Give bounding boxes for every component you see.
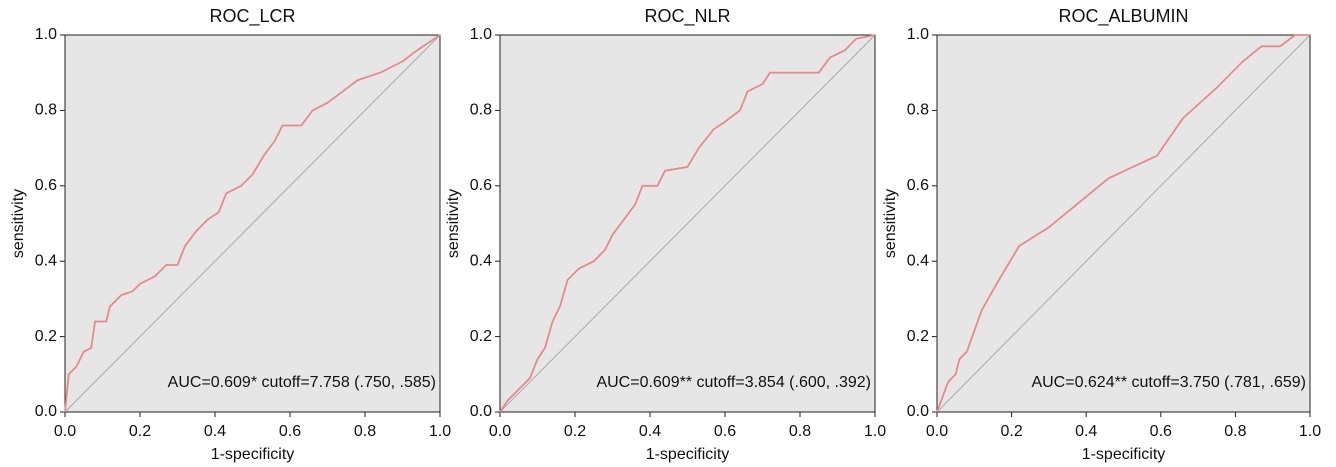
y-axis-label: sensitivity [882, 189, 899, 258]
x-tick-label: 0.4 [639, 423, 661, 440]
y-axis-label: sensitivity [10, 189, 27, 258]
chart-title: ROC_NLR [644, 6, 730, 27]
y-tick-label: 0.6 [470, 177, 492, 194]
x-tick-label: 0.8 [1224, 423, 1246, 440]
x-tick-label: 0.2 [1000, 423, 1022, 440]
y-tick-label: 0.2 [470, 328, 492, 345]
y-tick-label: 0.0 [35, 403, 57, 420]
roc-curve [936, 34, 1310, 413]
chart-title: ROC_ALBUMIN [1058, 6, 1188, 27]
x-tick-label: 0.6 [1150, 423, 1172, 440]
y-tick-label: 1.0 [35, 26, 57, 43]
x-tick-label: 0.6 [279, 423, 301, 440]
roc-curve [499, 34, 876, 413]
chart-title: ROC_LCR [209, 6, 295, 27]
annotation: AUC=0.609* cutoff=7.758 (.750, .585) [168, 374, 436, 391]
reference-line [499, 34, 876, 413]
y-tick-label: 0.8 [470, 102, 492, 119]
x-tick-label: 0.4 [1075, 423, 1097, 440]
x-tick-label: 0.8 [789, 423, 811, 440]
x-tick-label: 0.2 [129, 423, 151, 440]
y-tick-label: 0.0 [470, 403, 492, 420]
x-tick-label: 0.0 [54, 423, 76, 440]
x-tick-label: 0.4 [204, 423, 226, 440]
y-axis-label: sensitivity [445, 189, 462, 258]
x-tick-label: 0.0 [926, 423, 948, 440]
y-tick-label: 0.4 [35, 252, 57, 269]
y-tick-label: 0.2 [35, 328, 57, 345]
reference-line [936, 34, 1311, 413]
reference-line [64, 34, 441, 413]
x-tick-label: 0.6 [714, 423, 736, 440]
y-tick-label: 0.0 [907, 403, 929, 420]
y-tick-label: 0.2 [907, 328, 929, 345]
x-tick-label: 1.0 [429, 423, 451, 440]
x-tick-label: 0.2 [564, 423, 586, 440]
y-tick-label: 0.8 [907, 102, 929, 119]
x-tick-label: 1.0 [1299, 423, 1321, 440]
x-tick-label: 0.0 [489, 423, 511, 440]
roc-curve [64, 34, 441, 413]
y-tick-label: 0.8 [35, 102, 57, 119]
x-tick-label: 0.8 [354, 423, 376, 440]
y-tick-label: 0.4 [470, 252, 492, 269]
y-tick-label: 0.4 [907, 252, 929, 269]
annotation: AUC=0.624** cutoff=3.750 (.781, .659) [1031, 374, 1306, 391]
y-tick-label: 1.0 [470, 26, 492, 43]
x-axis-label: 1-specificity [211, 446, 295, 463]
x-axis-label: 1-specificity [646, 446, 730, 463]
annotation: AUC=0.609** cutoff=3.854 (.600, .392) [596, 374, 871, 391]
x-axis-label: 1-specificity [1082, 446, 1166, 463]
y-tick-label: 1.0 [907, 26, 929, 43]
y-tick-label: 0.6 [35, 177, 57, 194]
x-tick-label: 1.0 [864, 423, 886, 440]
y-tick-label: 0.6 [907, 177, 929, 194]
